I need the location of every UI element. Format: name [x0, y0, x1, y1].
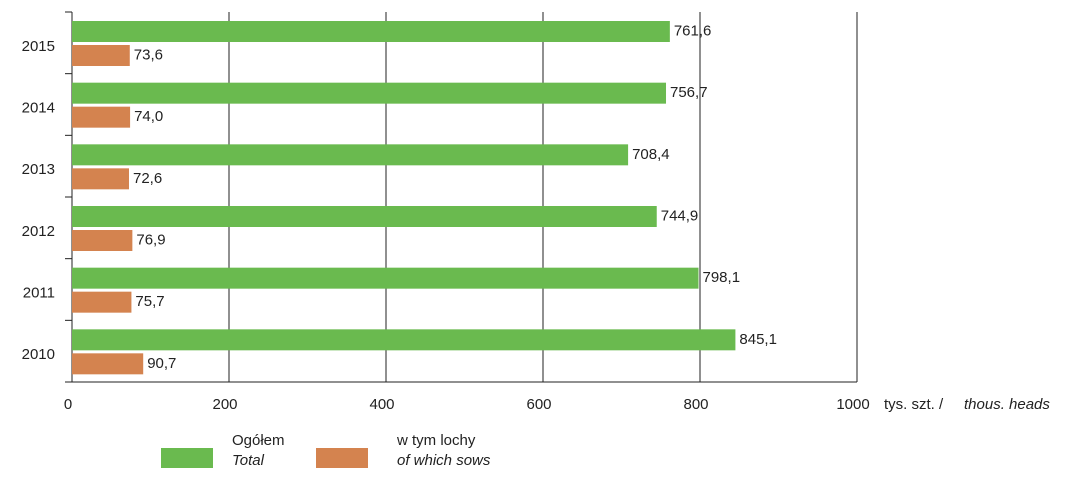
legend-label: w tym lochy — [396, 432, 476, 449]
x-tick-label: 1000 — [836, 396, 869, 413]
legend-swatch — [316, 448, 368, 468]
data-label: 75,7 — [135, 293, 164, 310]
bar — [72, 206, 657, 227]
y-tick-label: 2010 — [22, 346, 55, 363]
legend-sublabel: Total — [232, 452, 265, 469]
y-tick-label: 2014 — [22, 99, 55, 116]
bar — [72, 267, 699, 289]
legend-swatch — [161, 448, 213, 468]
bar — [72, 21, 670, 42]
x-tick-label: 800 — [683, 396, 708, 413]
bar — [72, 168, 129, 190]
y-tick-label: 2015 — [22, 38, 55, 55]
bar — [72, 45, 130, 66]
x-tick-label: 200 — [212, 396, 237, 413]
bar — [72, 230, 133, 251]
y-tick-label: 2011 — [23, 284, 55, 301]
data-label: 73,6 — [134, 46, 163, 63]
data-label: 76,9 — [136, 231, 165, 248]
x-axis-label: tys. szt. / — [884, 396, 947, 413]
data-label: 761,6 — [674, 22, 712, 39]
data-label: 74,0 — [134, 108, 163, 125]
x-tick-label: 400 — [369, 396, 394, 413]
bar — [72, 329, 736, 351]
bar — [72, 106, 131, 128]
data-label: 798,1 — [703, 269, 741, 286]
data-label: 845,1 — [739, 331, 777, 348]
data-label: 744,9 — [661, 207, 699, 224]
legend-sublabel: of which sows — [397, 452, 491, 469]
x-tick-label: 0 — [64, 396, 72, 413]
x-tick-label: 600 — [526, 396, 551, 413]
bar — [72, 82, 667, 104]
data-label: 72,6 — [133, 170, 162, 187]
bar — [72, 291, 132, 313]
y-tick-label: 2012 — [22, 223, 55, 240]
bar — [72, 144, 629, 166]
bar — [72, 353, 144, 375]
data-label: 708,4 — [632, 146, 670, 163]
legend-label: Ogółem — [232, 432, 285, 449]
y-tick-label: 2013 — [22, 161, 55, 178]
x-axis-label-italic: thous. heads — [964, 396, 1050, 413]
data-label: 756,7 — [670, 84, 708, 101]
data-label: 90,7 — [147, 355, 176, 372]
